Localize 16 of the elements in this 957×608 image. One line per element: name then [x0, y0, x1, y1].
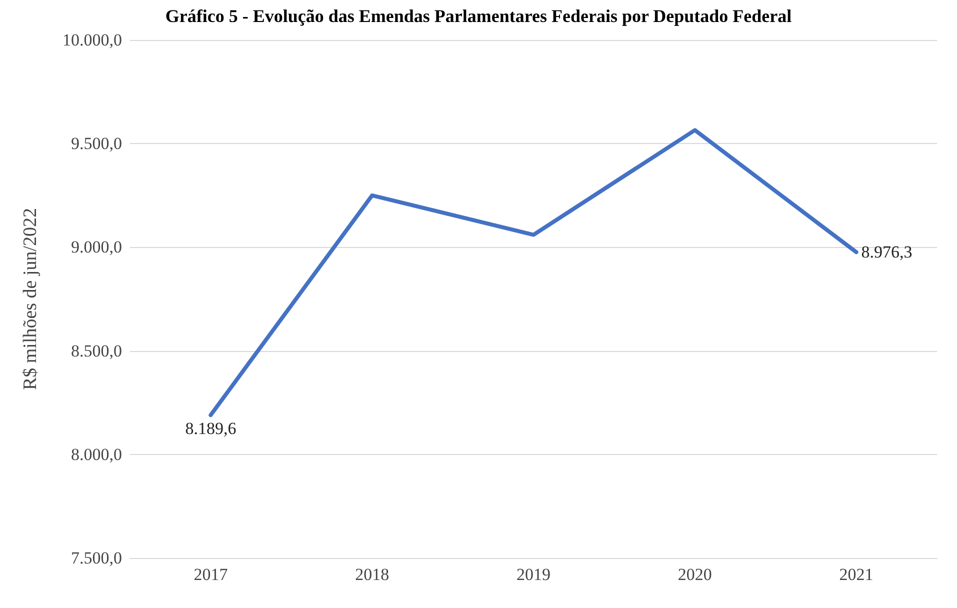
y-tick-label: 8.000,0 — [71, 444, 122, 464]
x-tick-label: 2017 — [194, 565, 228, 584]
data-label: 8.189,6 — [185, 419, 236, 438]
y-tick-label: 9.000,0 — [71, 238, 122, 257]
y-tick-label: 10.000,0 — [62, 30, 122, 50]
y-axis-title: R$ milhões de jun/2022 — [20, 208, 41, 390]
x-tick-label: 2019 — [516, 565, 550, 584]
x-tick-label: 2020 — [678, 565, 712, 584]
y-tick-label: 7.500,0 — [71, 548, 122, 568]
chart-title: Gráfico 5 - Evolução das Emendas Parlamentares Federais por Deputado Federal — [165, 6, 792, 26]
line-series — [208, 128, 858, 418]
y-tick-label: 8.500,0 — [71, 341, 122, 360]
x-tick-label: 2021 — [839, 565, 874, 584]
x-tick-label: 2018 — [355, 565, 390, 584]
data-label: 8.976,3 — [861, 242, 912, 262]
y-tick-label: 9.500,0 — [71, 134, 122, 154]
